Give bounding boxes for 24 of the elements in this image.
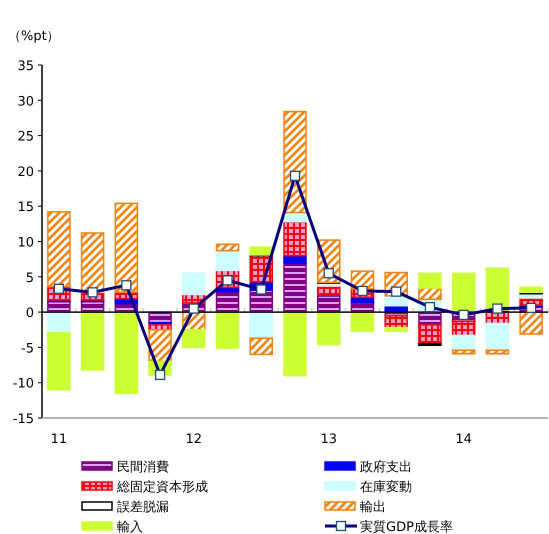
legend-label: 輸入	[117, 520, 143, 534]
y-tick-label: 25	[17, 130, 34, 145]
y-tick-label: 0	[26, 306, 34, 322]
legend-label: 民間消費	[117, 460, 169, 475]
y-tick-label: 15	[17, 200, 34, 216]
y-tick-label: 30	[17, 94, 34, 110]
y-tick-label: -10	[12, 376, 34, 392]
y-tick-label: 35	[17, 59, 34, 74]
x-tick-label: 12	[186, 432, 202, 447]
x-tick-label: 13	[320, 432, 338, 447]
y-tick-label: 10	[17, 236, 34, 250]
y-tick-label: -15	[12, 412, 34, 427]
x-tick-label: 14	[455, 432, 472, 447]
y-tick-label: 5	[26, 270, 34, 286]
legend-label: 誤差脱漏	[117, 500, 169, 515]
legend-label: 政府支出	[360, 459, 412, 475]
y-axis-title: （%pt）	[8, 29, 60, 44]
legend-label: 総固定資本形成	[116, 480, 208, 495]
y-tick-label: 20	[17, 164, 34, 180]
legend-label: 在庫変動	[360, 479, 412, 495]
legend-label: 実質GDP成長率	[360, 519, 453, 534]
x-tick-label: 11	[50, 432, 68, 447]
y-tick-label: -5	[21, 341, 34, 356]
legend-label: 輸出	[360, 500, 386, 515]
